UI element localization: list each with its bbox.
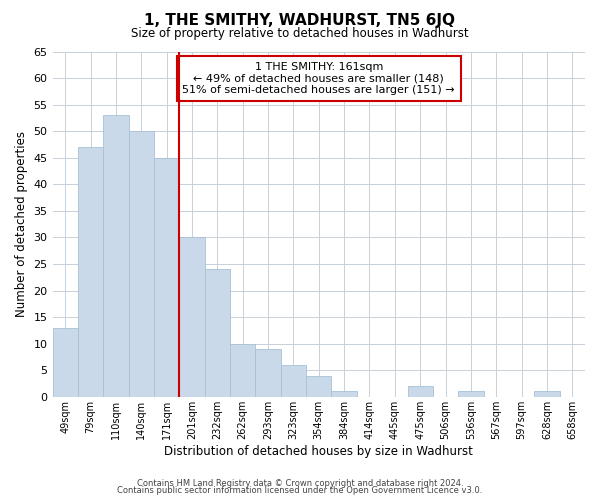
X-axis label: Distribution of detached houses by size in Wadhurst: Distribution of detached houses by size …	[164, 444, 473, 458]
Y-axis label: Number of detached properties: Number of detached properties	[15, 131, 28, 317]
Bar	[331, 392, 357, 397]
Text: 1, THE SMITHY, WADHURST, TN5 6JQ: 1, THE SMITHY, WADHURST, TN5 6JQ	[145, 12, 455, 28]
Bar	[78, 147, 103, 397]
Text: 1 THE SMITHY: 161sqm
← 49% of detached houses are smaller (148)
51% of semi-deta: 1 THE SMITHY: 161sqm ← 49% of detached h…	[182, 62, 455, 95]
Bar	[256, 349, 281, 397]
Bar	[128, 131, 154, 397]
Bar	[534, 392, 560, 397]
Bar	[458, 392, 484, 397]
Bar	[179, 238, 205, 397]
Text: Contains HM Land Registry data © Crown copyright and database right 2024.: Contains HM Land Registry data © Crown c…	[137, 478, 463, 488]
Bar	[281, 365, 306, 397]
Bar	[230, 344, 256, 397]
Bar	[407, 386, 433, 397]
Bar	[103, 115, 128, 397]
Bar	[306, 376, 331, 397]
Bar	[154, 158, 179, 397]
Text: Contains public sector information licensed under the Open Government Licence v3: Contains public sector information licen…	[118, 486, 482, 495]
Bar	[205, 270, 230, 397]
Text: Size of property relative to detached houses in Wadhurst: Size of property relative to detached ho…	[131, 28, 469, 40]
Bar	[53, 328, 78, 397]
